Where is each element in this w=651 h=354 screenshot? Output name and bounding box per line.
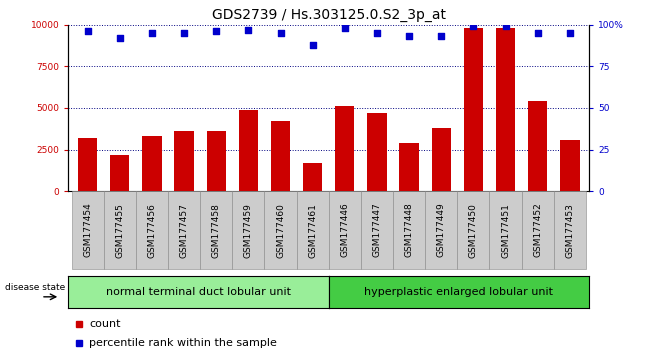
- Bar: [432, 128, 451, 191]
- Text: GSM177447: GSM177447: [372, 203, 381, 257]
- Point: [179, 30, 189, 36]
- Bar: [206, 131, 226, 191]
- Bar: [78, 138, 97, 191]
- Text: GSM177448: GSM177448: [405, 203, 413, 257]
- Bar: [136, 191, 168, 269]
- Bar: [561, 139, 579, 191]
- Bar: [271, 121, 290, 191]
- Bar: [297, 191, 329, 269]
- Point: [372, 30, 382, 36]
- Text: GSM177457: GSM177457: [180, 202, 189, 258]
- Bar: [490, 191, 521, 269]
- Bar: [393, 191, 425, 269]
- Bar: [464, 28, 483, 191]
- Bar: [329, 191, 361, 269]
- Bar: [528, 101, 547, 191]
- Bar: [72, 191, 104, 269]
- Text: GSM177449: GSM177449: [437, 203, 446, 257]
- Point: [564, 30, 575, 36]
- Bar: [521, 191, 554, 269]
- Text: GSM177455: GSM177455: [115, 202, 124, 258]
- Text: percentile rank within the sample: percentile rank within the sample: [89, 338, 277, 348]
- Text: GSM177446: GSM177446: [340, 203, 350, 257]
- Bar: [554, 191, 586, 269]
- Text: GSM177460: GSM177460: [276, 202, 285, 258]
- Bar: [239, 110, 258, 191]
- Bar: [367, 113, 387, 191]
- Text: GSM177458: GSM177458: [212, 202, 221, 258]
- Bar: [425, 191, 458, 269]
- Text: GSM177459: GSM177459: [244, 202, 253, 258]
- Bar: [143, 136, 161, 191]
- Bar: [200, 191, 232, 269]
- Point: [340, 25, 350, 31]
- Text: GSM177452: GSM177452: [533, 203, 542, 257]
- Point: [501, 24, 511, 29]
- Text: count: count: [89, 319, 120, 329]
- Bar: [104, 191, 136, 269]
- Text: normal terminal duct lobular unit: normal terminal duct lobular unit: [106, 287, 291, 297]
- Bar: [264, 191, 297, 269]
- Bar: [361, 191, 393, 269]
- Bar: [232, 191, 264, 269]
- Bar: [110, 155, 130, 191]
- Bar: [496, 28, 515, 191]
- Bar: [303, 163, 322, 191]
- Text: GSM177451: GSM177451: [501, 202, 510, 258]
- Bar: [335, 106, 355, 191]
- Point: [307, 42, 318, 47]
- Point: [146, 30, 157, 36]
- Text: disease state: disease state: [5, 283, 66, 292]
- Point: [275, 30, 286, 36]
- Point: [436, 34, 447, 39]
- Text: GSM177450: GSM177450: [469, 202, 478, 258]
- Point: [115, 35, 125, 41]
- Text: GSM177456: GSM177456: [147, 202, 156, 258]
- Point: [404, 34, 414, 39]
- Title: GDS2739 / Hs.303125.0.S2_3p_at: GDS2739 / Hs.303125.0.S2_3p_at: [212, 8, 446, 22]
- Bar: [400, 143, 419, 191]
- Point: [533, 30, 543, 36]
- Text: GSM177453: GSM177453: [565, 202, 574, 258]
- Bar: [458, 191, 490, 269]
- Bar: [174, 131, 194, 191]
- Text: GSM177454: GSM177454: [83, 203, 92, 257]
- Point: [83, 29, 93, 34]
- Point: [211, 29, 221, 34]
- Bar: [168, 191, 200, 269]
- Text: hyperplastic enlarged lobular unit: hyperplastic enlarged lobular unit: [365, 287, 553, 297]
- Text: GSM177461: GSM177461: [308, 202, 317, 258]
- Point: [243, 27, 254, 33]
- Point: [468, 24, 478, 29]
